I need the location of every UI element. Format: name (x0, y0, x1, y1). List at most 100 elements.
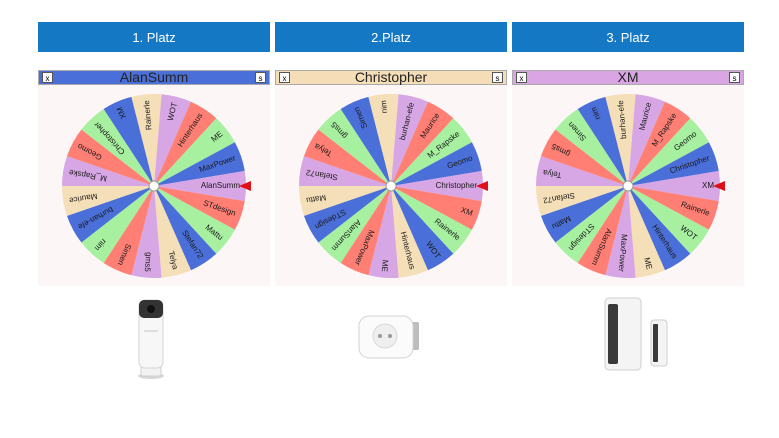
wheel-segment (391, 101, 454, 186)
wheel-segment-label: WOT (166, 101, 179, 121)
wheel-segment (628, 170, 721, 202)
wheel-segment-label: ME (380, 259, 390, 272)
wheel-segment (303, 186, 391, 243)
product-area (38, 290, 270, 390)
wheel-segment-label: XM (702, 181, 714, 190)
wheel-segment (391, 118, 472, 186)
wheel-title-bar: x XM s (512, 70, 744, 85)
wheel-segment (103, 96, 154, 186)
spin-wheel[interactable]: XMRainerleWOTHinterhausMEMaxPowerAlanSum… (512, 87, 744, 286)
wheel-title-bar: x AlanSumm s (38, 70, 270, 85)
wheel-segment (81, 186, 154, 264)
size-button[interactable]: s (729, 72, 740, 83)
door-window-contact-icon (604, 297, 668, 371)
spin-wheel[interactable]: ChristopherXMRainerleWOTHinterhausMEMaxP… (275, 87, 507, 286)
wheel-segment-label: gms5 (143, 252, 154, 273)
wheel-segment (577, 186, 628, 276)
column-first-place: 1. Platz x AlanSumm s AlanSumm STdesign Ma… (38, 0, 270, 438)
wheel-segment (154, 186, 217, 271)
wheel-segment (318, 108, 391, 186)
close-button[interactable]: x (279, 72, 290, 83)
wheel-segment (391, 186, 454, 271)
wheel-segment (103, 186, 154, 276)
wheel-pointer (713, 181, 725, 191)
wheel-segment (540, 129, 628, 186)
close-button[interactable]: x (42, 72, 53, 83)
wheel-segment (154, 101, 217, 186)
wheel-segment (303, 129, 391, 186)
wheel-segment (154, 186, 245, 230)
wheel-segment (368, 186, 399, 279)
wheel-segment (299, 186, 391, 216)
wheel-panel: x AlanSumm s AlanSumm STdesign Mattu Stefan… (38, 70, 270, 286)
wheel-segment-label: burhan-efe (616, 99, 628, 139)
wheel-segment (628, 186, 719, 230)
place-label: 2.Platz (371, 29, 411, 45)
spin-wheel[interactable]: AlanSummSTdesignMattuStefan72Telyagms5Si… (38, 87, 270, 286)
wheel-segment (66, 129, 154, 186)
size-button[interactable]: s (492, 72, 503, 83)
wheel-segment-label: Christopher (436, 181, 478, 190)
smart-plug-icon (358, 315, 419, 359)
wheel-segment (154, 186, 191, 278)
product-area (275, 290, 507, 390)
wheel-segment (154, 118, 235, 186)
wheel-segment (555, 186, 628, 264)
wheel-segment (391, 186, 482, 230)
wheel-segment-label: Telya (542, 168, 562, 180)
column-second-place: 2.Platz x Christopher s Christopher XM Rai… (275, 0, 507, 438)
wheel-panel: x Christopher s Christopher XM Rainerle WOT… (275, 70, 507, 286)
place-label: 3. Platz (606, 29, 650, 45)
wheel-segment (154, 170, 247, 202)
place-header: 2.Platz (275, 22, 507, 52)
wheel-segment (536, 156, 628, 186)
wheel-segment-label: MaxPower (617, 234, 629, 273)
close-button[interactable]: x (516, 72, 527, 83)
wheel-segment (62, 186, 154, 216)
wheel-winner-title: XM (617, 69, 639, 85)
wheel-segment (628, 94, 665, 186)
wheel-segment (628, 186, 709, 254)
wheel-segment (605, 186, 636, 279)
wheel-segment (368, 93, 399, 186)
wheel-segment (299, 156, 391, 186)
wheel-hub (622, 180, 634, 192)
wheel-segment (391, 186, 472, 254)
wheel-segment (154, 94, 191, 186)
wheel-segment-label: Rainerle (142, 99, 153, 130)
wheel-segment (131, 93, 162, 186)
wheel-segment (391, 170, 484, 202)
wheel-segment (536, 186, 628, 216)
wheel-segment (340, 186, 391, 276)
wheel-segment (391, 142, 482, 186)
indoor-camera-icon (138, 299, 164, 379)
wheel-segment-label: nim (379, 100, 389, 114)
wheel-hub (385, 180, 397, 192)
place-header: 3. Platz (512, 22, 744, 52)
wheel-segment (81, 108, 154, 186)
wheel-segment (131, 186, 162, 279)
wheel-winner-title: Christopher (354, 69, 428, 85)
wheel-segment (318, 186, 391, 264)
wheel-hub (148, 180, 160, 192)
wheel-segment (154, 186, 235, 254)
wheel-segment (340, 96, 391, 186)
wheel-pointer (239, 181, 251, 191)
product-area (512, 290, 744, 390)
size-button[interactable]: s (255, 72, 266, 83)
wheel-segment (628, 186, 691, 271)
wheel-segment (555, 108, 628, 186)
wheel-title-bar: x Christopher s (275, 70, 507, 85)
wheel-winner-title: AlanSumm (119, 69, 189, 85)
wheel-pointer (476, 181, 488, 191)
wheel-segment (154, 142, 245, 186)
place-header: 1. Platz (38, 22, 270, 52)
wheel-segment (391, 94, 428, 186)
wheel-segment (540, 186, 628, 243)
wheel-segment-label: AlanSumm (201, 181, 240, 190)
wheel-segment (628, 118, 709, 186)
wheel-segment (62, 156, 154, 186)
wheel-segment (628, 101, 691, 186)
wheel-segment (66, 186, 154, 243)
place-label: 1. Platz (132, 29, 176, 45)
